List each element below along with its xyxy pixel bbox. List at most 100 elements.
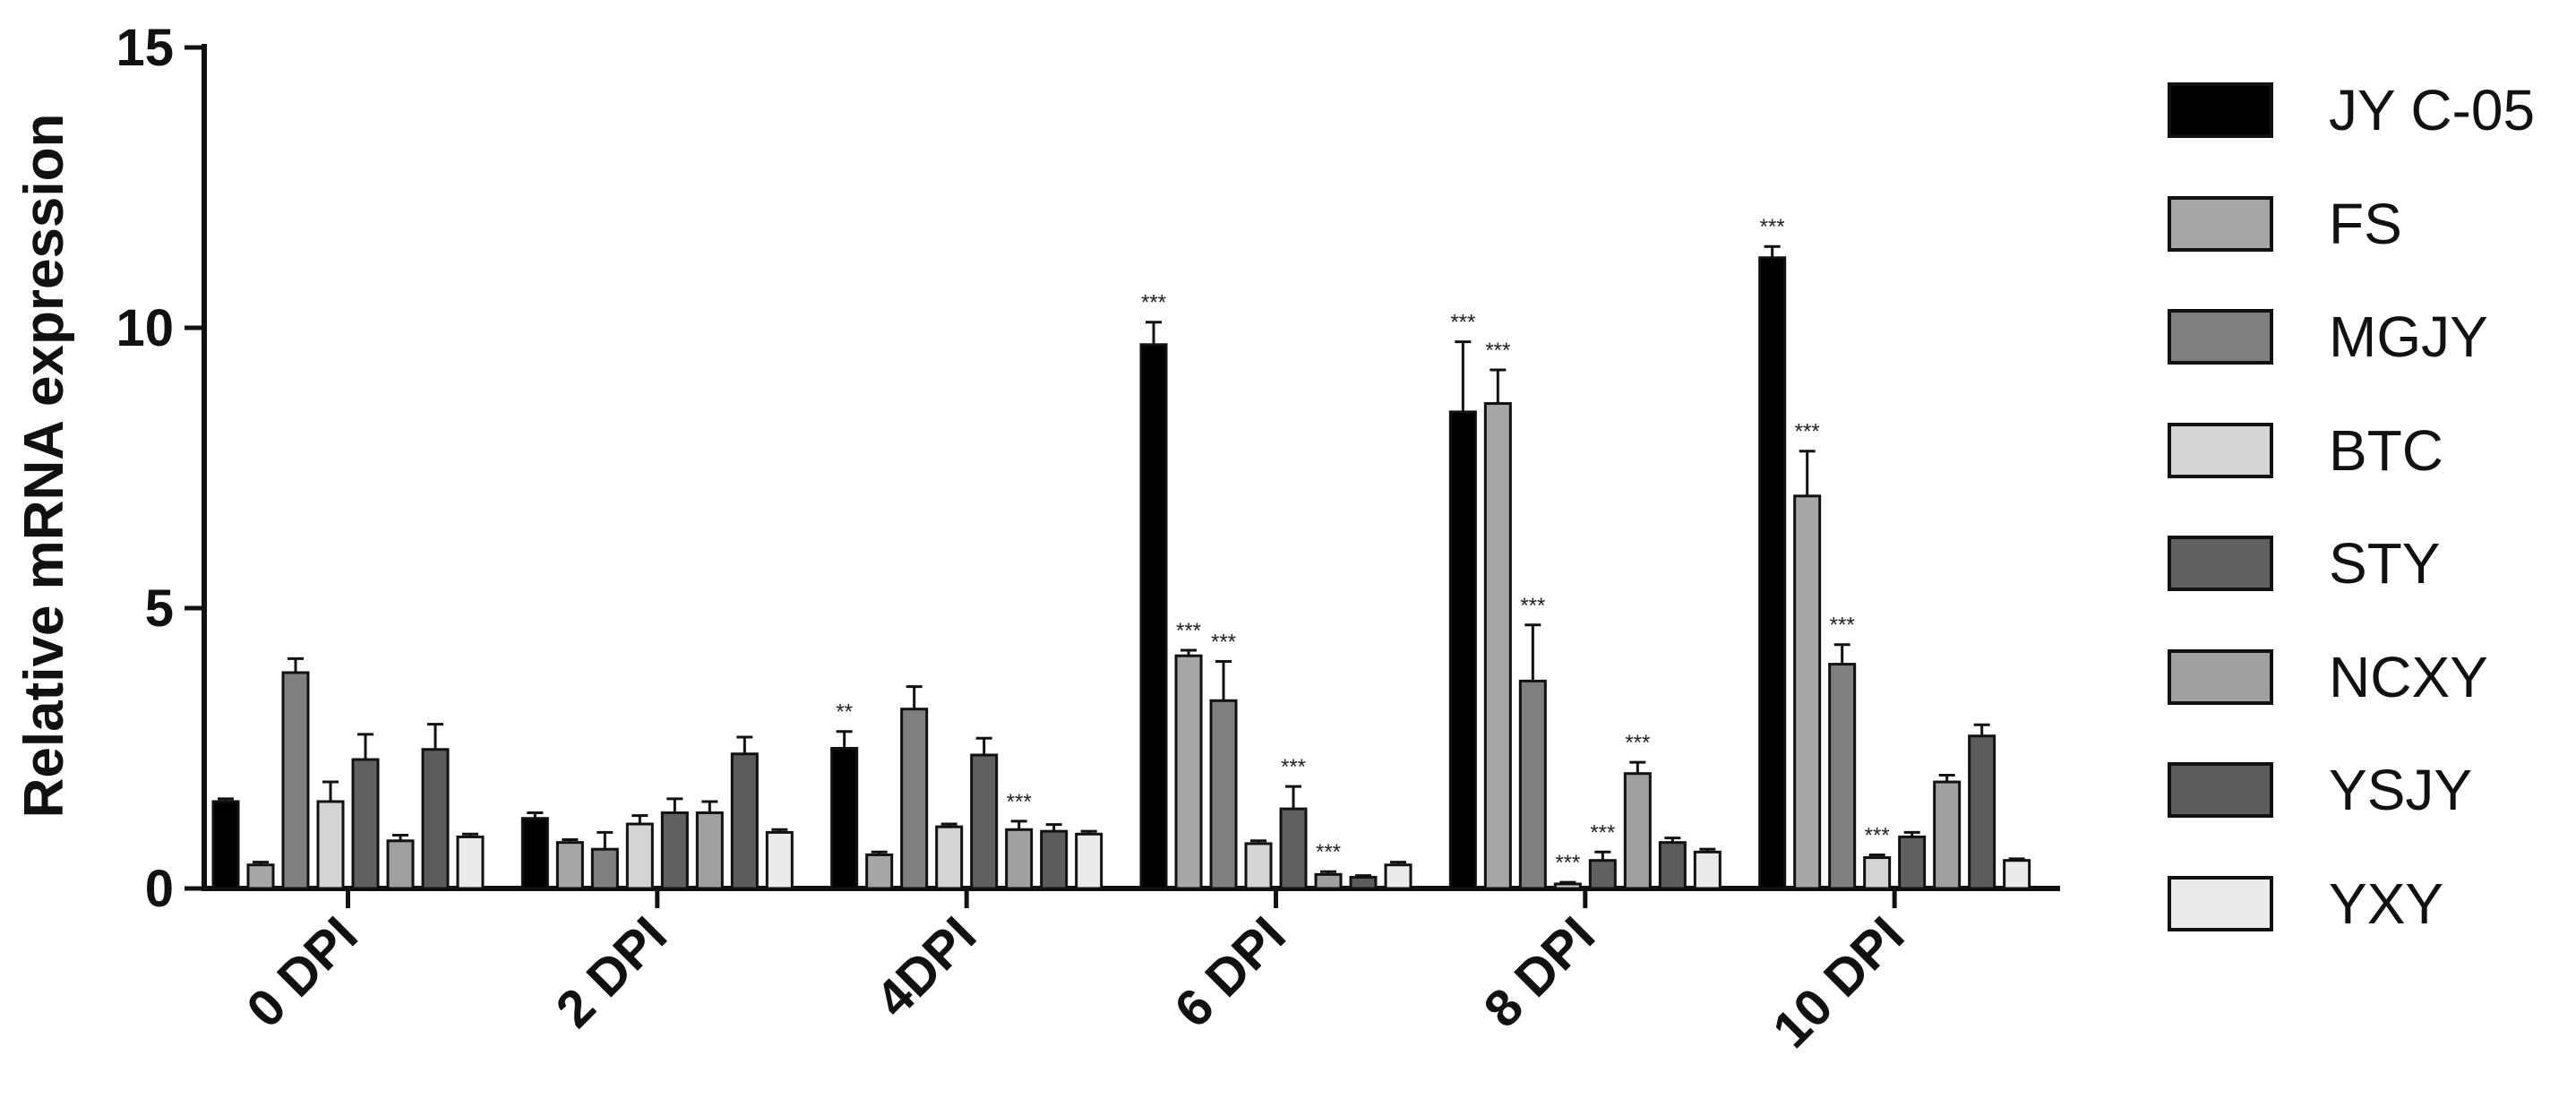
legend-item: NCXY (2168, 621, 2535, 734)
bar (1658, 841, 1687, 890)
bar (1448, 410, 1477, 890)
significance-label: *** (1450, 311, 1475, 335)
significance-label: *** (1281, 755, 1306, 779)
y-tick-label: 10 (116, 299, 174, 357)
legend-item: FS (2168, 167, 2535, 281)
significance-label: *** (1590, 820, 1615, 845)
significance-label: *** (1485, 339, 1510, 363)
bar (386, 839, 415, 890)
bar (1968, 734, 1996, 890)
legend-swatch (2168, 422, 2273, 478)
bar (1279, 807, 1308, 890)
significance-label: *** (1520, 594, 1545, 618)
bar (1898, 835, 1927, 890)
bar (1693, 850, 1722, 890)
legend-swatch (2168, 195, 2273, 252)
legend-swatch (2168, 875, 2273, 931)
legend-label: MGJY (2329, 305, 2488, 370)
bar (1793, 494, 1822, 890)
significance-label: *** (1007, 790, 1032, 814)
legend-swatch (2168, 536, 2273, 592)
legend-swatch (2168, 762, 2273, 819)
significance-label: *** (1316, 840, 1341, 864)
bar (1553, 882, 1582, 890)
legend-label: STY (2329, 531, 2441, 596)
significance-label: *** (1141, 291, 1166, 315)
legend-label: NCXY (2329, 644, 2488, 709)
bar (1040, 829, 1069, 890)
bar (1863, 856, 1892, 890)
bar (1483, 402, 1512, 890)
bar (900, 708, 929, 890)
significance-label: *** (1865, 823, 1890, 847)
legend-swatch (2168, 82, 2273, 139)
chart-legend: JY C-05 FS MGJY BTC STY NCXY YSJY YXY (2168, 54, 2535, 960)
bar (456, 835, 485, 890)
significance-label: *** (1830, 614, 1855, 638)
bar (830, 747, 859, 890)
bar (1349, 875, 1378, 890)
legend-swatch (2168, 309, 2273, 365)
significance-label: *** (1625, 731, 1650, 755)
bar (1758, 256, 1787, 890)
bar (246, 863, 275, 890)
bar (281, 671, 310, 890)
bar (1005, 828, 1034, 890)
legend-item: BTC (2168, 394, 2535, 508)
y-tick-label: 5 (145, 579, 174, 638)
x-tick-label: 8 DPI (1473, 905, 1606, 1039)
significance-label: *** (1760, 215, 1785, 239)
significance-label: ** (836, 700, 853, 725)
bar (1244, 842, 1273, 890)
bar (1828, 663, 1857, 890)
bar (660, 811, 689, 890)
bar (970, 753, 999, 890)
legend-label: YXY (2329, 871, 2444, 936)
bar (865, 853, 894, 890)
legend-item: YSJY (2168, 734, 2535, 847)
legend-swatch (2168, 648, 2273, 705)
legend-item: JY C-05 (2168, 54, 2535, 167)
bar (1174, 654, 1203, 890)
x-tick-label: 2 DPI (545, 905, 678, 1039)
bar (1075, 832, 1103, 890)
bar (555, 841, 584, 890)
bar (1933, 780, 1962, 890)
x-tick-label: 10 DPI (1762, 905, 1915, 1059)
bar (316, 800, 345, 890)
legend-label: YSJY (2329, 758, 2473, 823)
bar (695, 811, 724, 890)
legend-label: FS (2329, 191, 2402, 256)
bar (590, 847, 619, 890)
legend-label: BTC (2329, 417, 2443, 483)
significance-label: *** (1211, 630, 1236, 654)
bar (211, 800, 240, 890)
bar (765, 830, 794, 890)
legend-item: STY (2168, 507, 2535, 621)
legend-item: MGJY (2168, 280, 2535, 394)
bar (1518, 679, 1547, 890)
bar (1314, 872, 1343, 890)
y-tick-label: 15 (116, 19, 174, 77)
bar (1209, 699, 1238, 890)
x-tick-label: 0 DPI (236, 905, 369, 1039)
bar (935, 825, 964, 890)
bar (730, 752, 759, 890)
y-tick-label: 0 (145, 860, 174, 918)
bar (421, 748, 450, 890)
bar (625, 822, 654, 890)
bar (1588, 859, 1617, 890)
significance-label: *** (1555, 851, 1580, 875)
x-tick-label: 6 DPI (1163, 905, 1297, 1039)
bar (1623, 772, 1652, 890)
bar (351, 758, 380, 890)
x-tick-label: 4DPI (864, 905, 987, 1028)
bar (1139, 343, 1168, 890)
significance-label: *** (1795, 420, 1820, 444)
bar (2003, 859, 2031, 890)
significance-label: *** (1176, 619, 1201, 643)
chart-bars: *********** *****************************… (211, 215, 2031, 890)
legend-item: YXY (2168, 847, 2535, 961)
bar (1384, 863, 1413, 890)
